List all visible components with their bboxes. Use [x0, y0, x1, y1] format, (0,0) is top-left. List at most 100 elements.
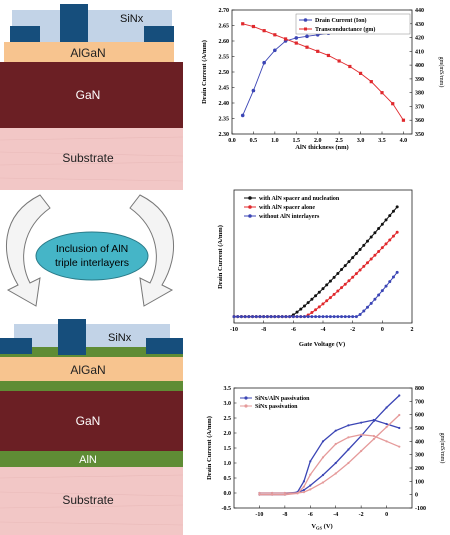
chart2-series-no-interlayer-point: [254, 315, 258, 319]
bottom-gan-layer: [0, 391, 183, 451]
chart1-y2tick-label: 380: [415, 91, 424, 97]
chart1-point-gm: [294, 41, 298, 45]
chart3-series-sinx-current-point: [347, 461, 350, 465]
chart2-series-no-interlayer-point: [369, 301, 373, 305]
chart3-series-sinx-current-point: [360, 449, 363, 453]
chart1-y2tick-label: 390: [415, 77, 424, 83]
chart1-point-current: [240, 113, 245, 118]
chart1-xtick-label: 3.5: [378, 138, 386, 144]
chart1-legend-gm: Transconductance (gm): [315, 26, 375, 33]
chart3-series-sinx-aln-current-point: [334, 461, 337, 465]
chart2-series-spacer-nucleation-point: [310, 297, 314, 301]
chart3-series-sinx-aln-current-point: [385, 406, 388, 409]
chart2-legend-2: with AlN spacer alone: [259, 205, 315, 211]
chart3-xtick-label: -2: [359, 512, 364, 518]
chart2-series-no-interlayer-point: [310, 315, 314, 319]
chart2-series-no-interlayer-point: [358, 312, 362, 316]
bottom-aln-label: AlN: [79, 454, 97, 466]
chart2-legend: with AlN spacer and nucleation with AlN …: [244, 196, 340, 220]
chart2-series-spacer-nucleation-point: [347, 260, 351, 264]
chart3-series-sinx-gm-point: [321, 456, 325, 459]
chart1-point-gm: [326, 53, 331, 58]
chart3-frame: [233, 387, 413, 509]
chart1-y2tick-label: 430: [415, 22, 424, 28]
chart1-point-gm: [401, 118, 406, 122]
chart1-ytick-label: 2.60: [219, 39, 230, 45]
chart3-series-sinx-gm-point: [309, 473, 312, 476]
chart2-series-no-interlayer-point: [343, 315, 347, 319]
chart2-series-no-interlayer-point: [395, 270, 399, 274]
chart3-series-sinx-aln-current-point: [309, 484, 312, 487]
chart3-y2tick-label: 700: [415, 399, 424, 405]
chart3-ytick-label: 2.0: [224, 431, 232, 437]
chart3-series-sinx-aln-current-point: [321, 473, 325, 477]
chart3-series-sinx-gm-point: [372, 434, 375, 438]
chart2-series-spacer-alone-point: [373, 253, 377, 257]
chart2-series-spacer-alone-point: [347, 279, 351, 283]
chart1-point-current: [262, 60, 266, 65]
top-algan-layer: [4, 42, 174, 62]
chart3-series-sinx-aln-gm-point: [398, 426, 401, 430]
chart2-series-spacer-nucleation-point: [354, 252, 358, 256]
chart2-series-spacer-alone-point: [310, 311, 314, 315]
bottom-source-contact: [0, 338, 32, 354]
chart2-series-spacer-nucleation-point: [314, 294, 318, 298]
chart2-series-spacer-nucleation-point: [391, 209, 395, 213]
chart2-series-no-interlayer-point: [351, 315, 355, 319]
transition-graphic: Inclusion of AlN triple interlayers: [6, 194, 174, 307]
chart3-series-sinx-current-point: [321, 481, 325, 484]
chart3-series-sinx-gm-point: [360, 433, 363, 436]
chart2-legend-marker-3: [248, 214, 252, 218]
chart2-series-no-interlayer-point: [366, 305, 369, 309]
chart1-ytick-label: 2.55: [219, 55, 230, 61]
chart3-xtick-label: -10: [255, 512, 263, 518]
chart1-legend-marker-current: [303, 18, 308, 22]
bottom-aln-layer-upper: [0, 347, 183, 357]
chart3-legend-1: SiNx/AlN passivation: [255, 396, 310, 402]
chart2-series-no-interlayer-point: [306, 315, 310, 319]
chart1-y2tick-label: 410: [415, 49, 424, 55]
chart3-series-sinx-aln-current-point: [302, 488, 306, 492]
substrate-texture-bottom: [0, 474, 184, 526]
chart2-series-spacer-alone-point: [332, 292, 336, 296]
chart1-point-gm: [251, 24, 256, 29]
chart2-series-spacer-alone-point: [321, 302, 325, 306]
chart1-legend: Drain Current (Ion) Transconductance (gm…: [295, 13, 411, 35]
chart1-ytick-label: 2.30: [219, 132, 230, 138]
chart2-series-spacer-nucleation-point: [384, 218, 388, 222]
top-sinx-label: SiNx: [120, 13, 144, 25]
chart2-series-no-interlayer-point: [391, 275, 395, 279]
chart3-y2tick-label: -100: [415, 506, 426, 512]
chart2-series-no-interlayer-point: [373, 297, 377, 301]
chart2-series-no-interlayer-point: [321, 315, 325, 319]
chart3-ytick-label: 2.5: [224, 416, 232, 422]
chart2-series-no-interlayer-point: [314, 315, 318, 319]
chart1-point-current: [251, 88, 256, 93]
chart1-xtick-label: 2.5: [335, 138, 343, 144]
top-gan-layer: [0, 62, 183, 128]
chart3-legend-2: SiNx passivation: [255, 404, 298, 410]
chart3-series-sinx-current-point: [258, 491, 261, 495]
chart2-legend-1: with AlN spacer and nucleation: [259, 196, 340, 202]
chart2-series-spacer-alone-point: [314, 308, 318, 312]
bottom-drain-contact: [146, 338, 183, 354]
chart3-xtick-label: 0: [385, 512, 388, 518]
chart2-series-no-interlayer-point: [247, 315, 251, 319]
chart3-series-sinx-current-point: [398, 413, 401, 417]
chart2-series-spacer-alone-point: [395, 230, 399, 234]
chart1-ytick-label: 2.40: [219, 101, 230, 107]
chart-ion-gm-vs-thickness: AlN thickness (nm) Drain Current (A/mm) …: [201, 8, 445, 151]
chart1-y2tick-label: 370: [415, 104, 424, 110]
chart1-y2tick-label: 360: [415, 118, 424, 124]
bottom-sinx-label: SiNx: [108, 332, 132, 344]
chart2-series-spacer-nucleation-point: [369, 235, 373, 239]
chart2-series-no-interlayer-point: [284, 315, 288, 319]
chart2-series-spacer-nucleation-point: [302, 304, 306, 308]
chart2-series-no-interlayer-point: [299, 315, 303, 319]
chart2-series-no-interlayer-point: [236, 315, 240, 319]
chart3-series-sinx-current-point: [309, 488, 312, 491]
chart3-ytick-label: 0.5: [224, 476, 232, 482]
chart2-series-no-interlayer-point: [388, 280, 392, 284]
chart2-series-no-interlayer-point: [302, 315, 306, 319]
chart3-y2tick-label: 800: [415, 386, 424, 392]
